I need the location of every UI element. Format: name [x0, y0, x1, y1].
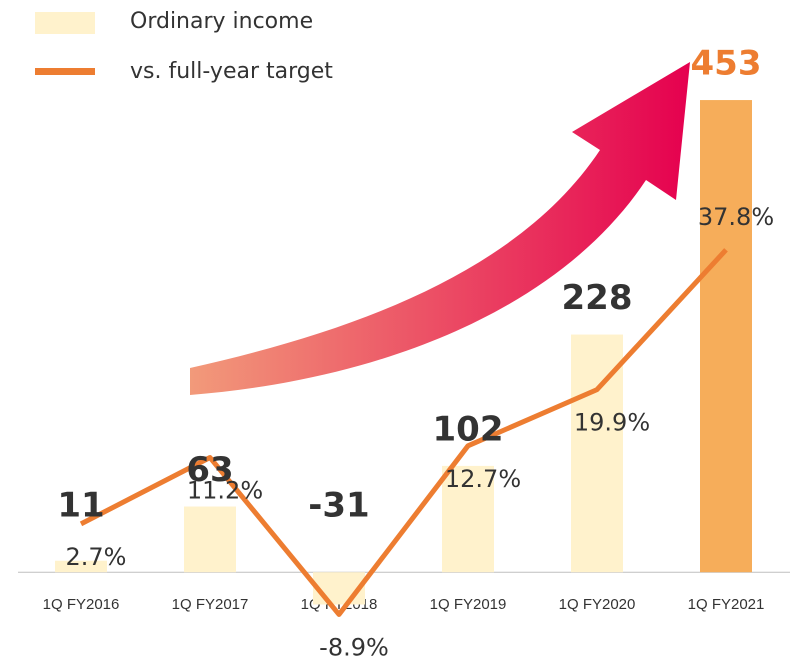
legend-swatch: [35, 68, 95, 75]
x-tick-label: 1Q FY2020: [559, 596, 636, 613]
x-tick-label: 1Q FY2021: [688, 596, 765, 613]
value-label: 11: [57, 486, 104, 526]
data-label: 37.8%: [698, 203, 774, 231]
value-label: 453: [691, 44, 762, 84]
legend-label: Ordinary income: [130, 9, 313, 34]
chart: Ordinary income vs. full-year target 1Q F…: [0, 0, 800, 666]
bar: [184, 507, 236, 573]
value-label: 228: [562, 278, 633, 318]
bar: [700, 100, 752, 572]
data-label: 2.7%: [66, 543, 127, 571]
data-label: 19.9%: [574, 409, 650, 437]
data-label: 12.7%: [445, 465, 521, 493]
x-tick-label: 1Q FY2019: [430, 596, 507, 613]
x-tick-label: 1Q FY2017: [172, 596, 249, 613]
legend-swatch: [35, 12, 95, 34]
x-tick-label: 1Q FY2016: [43, 596, 120, 613]
value-label: 102: [433, 409, 504, 449]
value-label: -31: [308, 486, 369, 526]
data-label: -8.9%: [319, 633, 389, 661]
legend: Ordinary income vs. full-year target: [35, 9, 333, 84]
value-label: 63: [186, 450, 233, 490]
legend-label: vs. full-year target: [130, 59, 333, 84]
